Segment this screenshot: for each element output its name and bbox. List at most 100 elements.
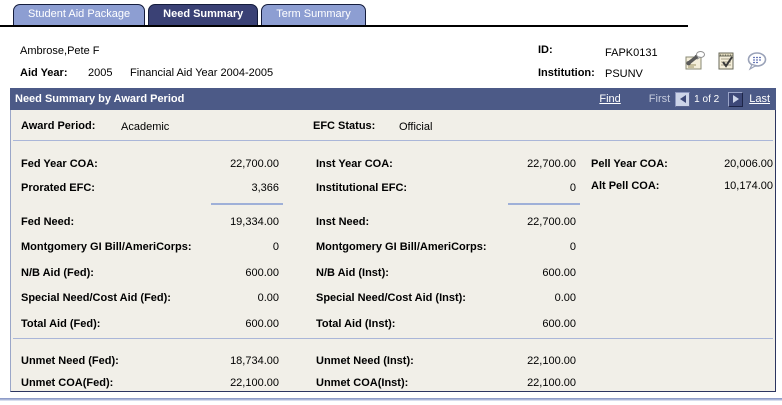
field-label: Fed Year COA: bbox=[21, 158, 98, 170]
efc-status-label: EFC Status: bbox=[313, 120, 376, 132]
field-label: Institutional EFC: bbox=[316, 182, 408, 194]
field-row: Pell Year COA: 20,006.00 bbox=[591, 158, 773, 173]
checklist-icon[interactable] bbox=[715, 50, 737, 72]
field-label: N/B Aid (Fed): bbox=[21, 267, 94, 279]
record-navigation: Find First 1 of 2 Last bbox=[599, 91, 770, 107]
field-row: Special Need/Cost Aid (Inst): 0.00 bbox=[316, 292, 576, 307]
comments-icon[interactable] bbox=[746, 50, 768, 72]
field-label: Special Need/Cost Aid (Fed): bbox=[21, 292, 171, 304]
aid-year-label: Aid Year: bbox=[20, 67, 68, 79]
field-row: Fed Need: 19,334.00 bbox=[21, 216, 279, 231]
subtraction-line bbox=[211, 203, 283, 205]
field-value: 19,334.00 bbox=[230, 216, 279, 228]
page-bottom-rule bbox=[0, 398, 782, 401]
field-value: 22,100.00 bbox=[527, 377, 576, 389]
field-label: Unmet COA(Inst): bbox=[316, 377, 409, 389]
field-value: 0 bbox=[569, 182, 576, 194]
field-value: 22,100.00 bbox=[230, 377, 279, 389]
field-label: N/B Aid (Inst): bbox=[316, 267, 389, 279]
field-row: Fed Year COA: 22,700.00 bbox=[21, 158, 279, 173]
field-value: 22,100.00 bbox=[527, 355, 576, 367]
field-row: Inst Need: 22,700.00 bbox=[316, 216, 576, 231]
field-row: Unmet Need (Fed): 18,734.00 bbox=[21, 355, 279, 370]
id-label: ID: bbox=[538, 44, 553, 56]
groupbox-title: Need Summary by Award Period bbox=[15, 93, 185, 105]
field-row: Institutional EFC: 0 bbox=[316, 182, 576, 197]
communication-icon[interactable] bbox=[684, 50, 706, 72]
field-row: Special Need/Cost Aid (Fed): 0.00 bbox=[21, 292, 279, 307]
field-value: 600.00 bbox=[542, 267, 576, 279]
aid-year-value: 2005 bbox=[88, 67, 113, 79]
field-row: Montgomery GI Bill/AmeriCorps: 0 bbox=[21, 241, 279, 256]
field-value: 0 bbox=[569, 241, 576, 253]
row-position-indicator: 1 of 2 bbox=[694, 93, 720, 105]
last-link[interactable]: Last bbox=[749, 93, 770, 105]
institution-value: PSUNV bbox=[605, 68, 643, 80]
aid-year-description: Financial Aid Year 2004-2005 bbox=[130, 67, 274, 79]
student-name: Ambrose,Pete F bbox=[20, 45, 100, 57]
field-row: Unmet COA(Inst): 22,100.00 bbox=[316, 377, 576, 392]
field-label: Alt Pell COA: bbox=[591, 180, 660, 192]
tab-need-summary[interactable]: Need Summary bbox=[148, 4, 259, 25]
field-label: Prorated EFC: bbox=[21, 182, 95, 194]
field-label: Unmet Need (Fed): bbox=[21, 355, 119, 367]
field-label: Special Need/Cost Aid (Inst): bbox=[316, 292, 466, 304]
field-row: Total Aid (Fed): 600.00 bbox=[21, 318, 279, 333]
field-value: 600.00 bbox=[542, 318, 576, 330]
field-label: Unmet Need (Inst): bbox=[316, 355, 414, 367]
pell-column: Pell Year COA: 20,006.00 Alt Pell COA: 10,… bbox=[591, 110, 773, 391]
field-row: Alt Pell COA: 10,174.00 bbox=[591, 180, 773, 195]
section-divider bbox=[13, 140, 773, 141]
need-summary-groupbox: Need Summary by Award Period Find First … bbox=[10, 88, 776, 392]
totals-divider bbox=[13, 338, 773, 339]
first-link: First bbox=[648, 93, 671, 105]
arrow-left-icon bbox=[679, 95, 686, 103]
field-label: Inst Year COA: bbox=[316, 158, 393, 170]
header-icon-toolbar bbox=[684, 50, 768, 72]
field-label: Total Aid (Inst): bbox=[316, 318, 396, 330]
field-value: 0.00 bbox=[554, 292, 576, 304]
subtraction-line bbox=[508, 203, 580, 205]
field-label: Inst Need: bbox=[316, 216, 370, 228]
field-row: Total Aid (Inst): 600.00 bbox=[316, 318, 576, 333]
field-label: Total Aid (Fed): bbox=[21, 318, 101, 330]
field-label: Unmet COA(Fed): bbox=[21, 377, 114, 389]
award-period-value: Academic bbox=[121, 121, 170, 133]
field-value: 0.00 bbox=[257, 292, 279, 304]
tab-term-summary[interactable]: Term Summary bbox=[261, 4, 366, 25]
previous-row-button[interactable] bbox=[675, 91, 691, 107]
tab-bar: Student Aid Package Need Summary Term Su… bbox=[0, 4, 688, 27]
need-summary-panel: Award Period: Academic EFC Status: Offic… bbox=[10, 110, 776, 392]
tab-student-aid-package[interactable]: Student Aid Package bbox=[13, 4, 146, 25]
institution-label: Institution: bbox=[538, 67, 595, 79]
field-value: 18,734.00 bbox=[230, 355, 279, 367]
id-value: FAPK0131 bbox=[605, 47, 658, 59]
next-row-button[interactable] bbox=[728, 91, 744, 107]
field-label: Montgomery GI Bill/AmeriCorps: bbox=[316, 241, 487, 253]
award-period-label: Award Period: bbox=[21, 120, 96, 132]
field-value: 10,174.00 bbox=[724, 180, 773, 192]
field-value: 600.00 bbox=[245, 267, 279, 279]
field-label: Fed Need: bbox=[21, 216, 75, 228]
field-label: Montgomery GI Bill/AmeriCorps: bbox=[21, 241, 192, 253]
field-value: 22,700.00 bbox=[527, 158, 576, 170]
field-row: Inst Year COA: 22,700.00 bbox=[316, 158, 576, 173]
field-row: N/B Aid (Fed): 600.00 bbox=[21, 267, 279, 282]
field-value: 20,006.00 bbox=[724, 158, 773, 170]
groupbox-header: Need Summary by Award Period Find First … bbox=[10, 88, 776, 110]
field-value: 600.00 bbox=[245, 318, 279, 330]
field-value: 3,366 bbox=[251, 182, 279, 194]
field-label: Pell Year COA: bbox=[591, 158, 668, 170]
federal-column: Fed Year COA: 22,700.00 Prorated EFC: 3,36… bbox=[21, 110, 283, 392]
field-row: N/B Aid (Inst): 600.00 bbox=[316, 267, 576, 282]
find-link[interactable]: Find bbox=[599, 93, 621, 105]
field-row: Unmet COA(Fed): 22,100.00 bbox=[21, 377, 279, 392]
field-value: 0 bbox=[272, 241, 279, 253]
field-row: Prorated EFC: 3,366 bbox=[21, 182, 279, 197]
field-value: 22,700.00 bbox=[230, 158, 279, 170]
institutional-column: Inst Year COA: 22,700.00 Institutional EF… bbox=[316, 110, 580, 392]
field-row: Montgomery GI Bill/AmeriCorps: 0 bbox=[316, 241, 576, 256]
efc-status-value: Official bbox=[399, 121, 433, 133]
field-value: 22,700.00 bbox=[527, 216, 576, 228]
